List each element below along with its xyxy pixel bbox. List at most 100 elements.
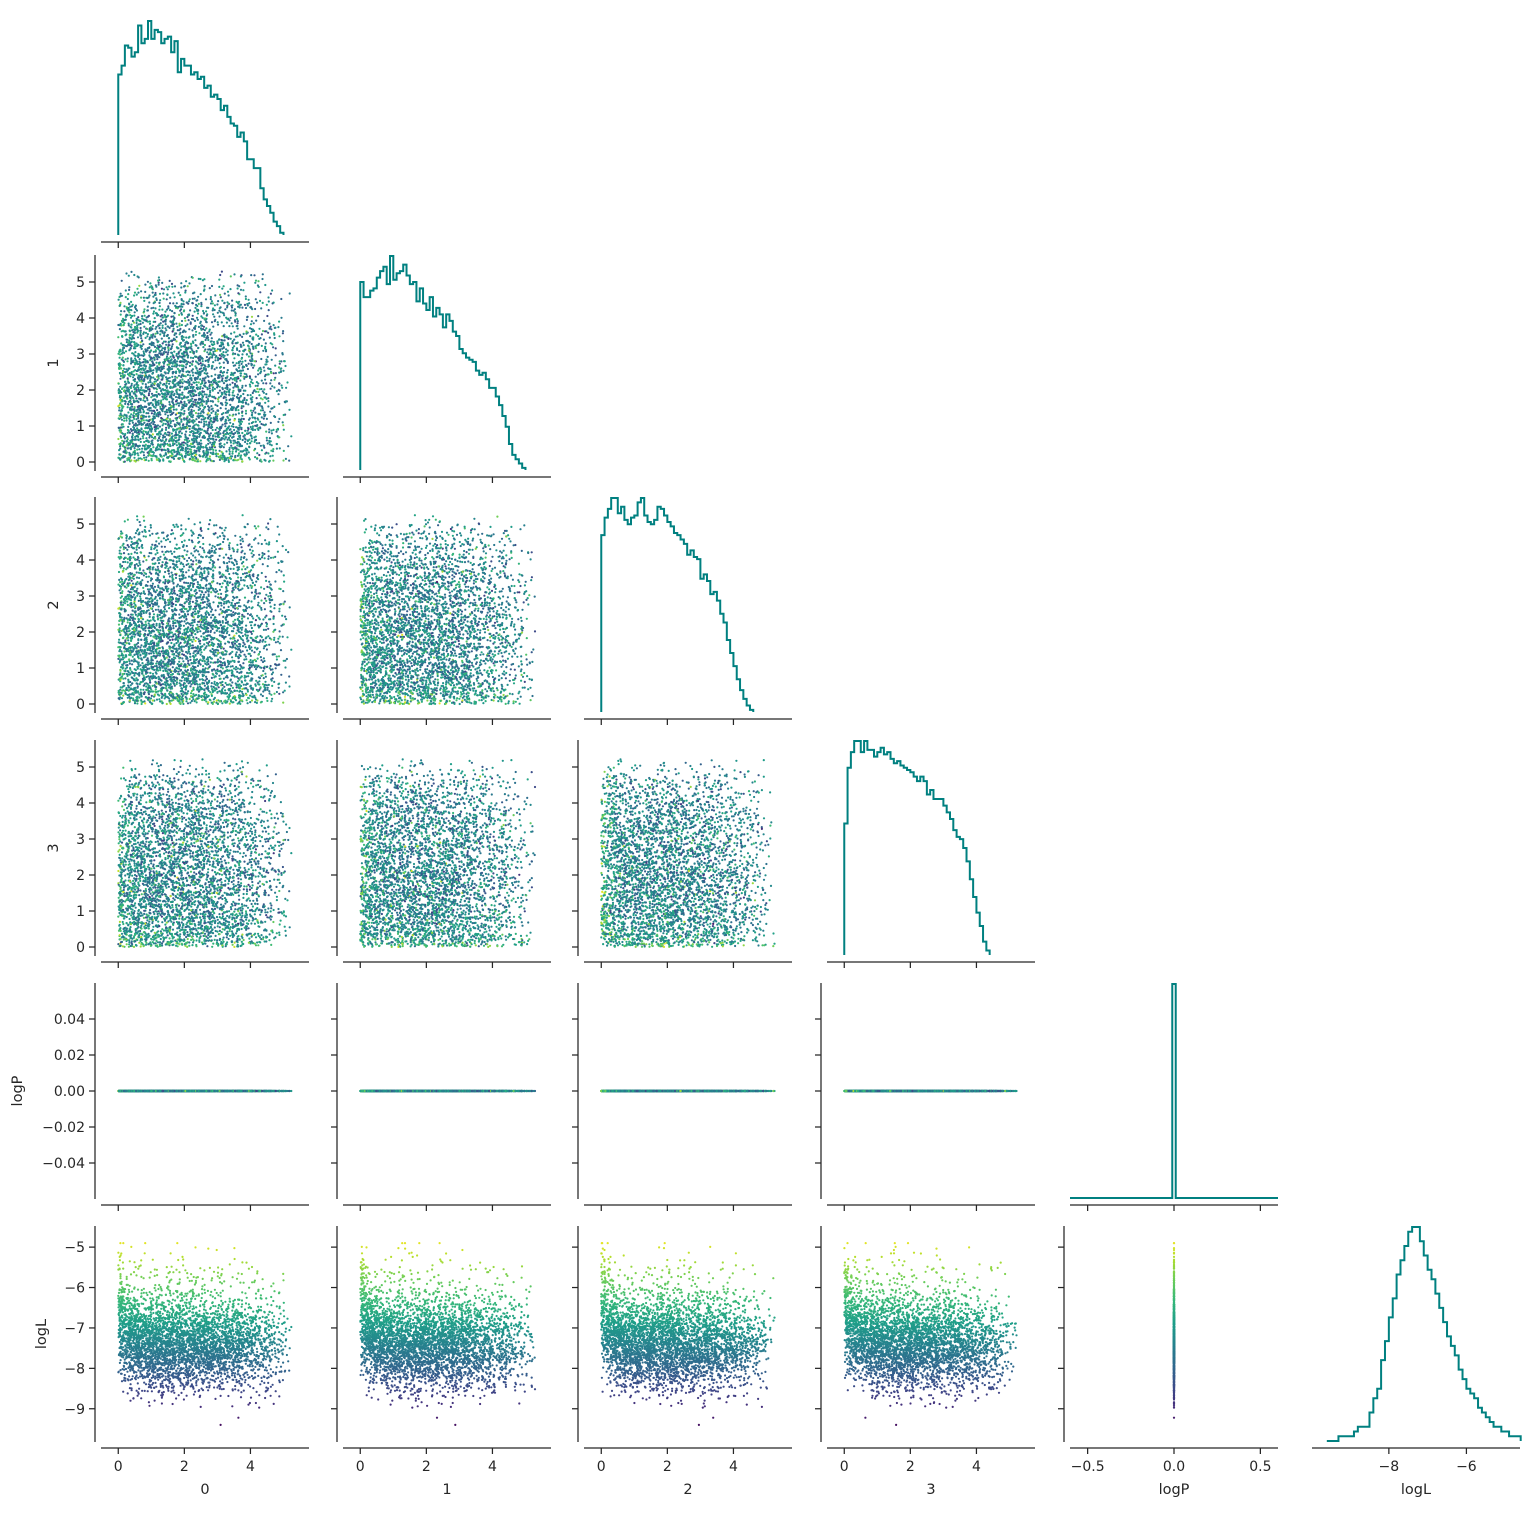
scatter-point [248, 363, 250, 365]
scatter-point [131, 396, 133, 398]
scatter-point [251, 401, 253, 403]
scatter-point [225, 399, 227, 401]
scatter-point [202, 346, 204, 348]
scatter-point [251, 316, 253, 318]
scatter-point [259, 337, 261, 339]
scatter-point [221, 271, 223, 273]
scatter-point [259, 421, 261, 423]
scatter-point [173, 338, 175, 340]
scatter-point [119, 302, 121, 304]
scatter-point [161, 338, 163, 340]
scatter-point [262, 350, 264, 352]
scatter-point [145, 412, 147, 414]
scatter-point [219, 429, 221, 431]
scatter-point [241, 307, 243, 309]
scatter-point [283, 414, 285, 416]
scatter-point [223, 382, 225, 384]
scatter-point [257, 429, 259, 431]
scatter-point [237, 284, 239, 286]
scatter-point [141, 372, 143, 374]
scatter-point [260, 358, 262, 360]
scatter-point [140, 386, 142, 388]
scatter-point [179, 365, 181, 367]
scatter-point [224, 308, 226, 310]
scatter-point [230, 377, 232, 379]
scatter-point [215, 429, 217, 431]
scatter-point [155, 333, 157, 335]
histogram-0 [118, 21, 283, 235]
scatter-point [220, 407, 222, 409]
scatter-point [181, 432, 183, 434]
scatter-point [123, 368, 125, 370]
scatter-point [229, 384, 231, 386]
scatter-point [128, 303, 130, 305]
scatter-point [205, 396, 207, 398]
scatter-point [192, 315, 194, 317]
scatter-point [169, 309, 171, 311]
scatter-point [220, 395, 222, 397]
scatter-point [214, 435, 216, 437]
scatter-point [272, 455, 274, 457]
scatter-point [194, 298, 196, 300]
scatter-point [127, 293, 129, 295]
scatter-point [147, 361, 149, 363]
scatter-point [257, 417, 259, 419]
scatter-point [117, 438, 119, 440]
scatter-point [225, 420, 227, 422]
scatter-point [154, 346, 156, 348]
scatter-point [194, 339, 196, 341]
scatter-point [261, 380, 263, 382]
scatter-point [194, 454, 196, 456]
scatter-point [254, 282, 256, 284]
scatter-point [191, 318, 193, 320]
scatter-point [214, 368, 216, 370]
scatter-point [120, 293, 122, 295]
scatter-point [172, 292, 174, 294]
y-tick-label: 4 [76, 311, 85, 327]
scatter-point [241, 418, 243, 420]
scatter-point [174, 364, 176, 366]
scatter-point [251, 412, 253, 414]
scatter-point [237, 438, 239, 440]
scatter-point [149, 282, 151, 284]
scatter-point [143, 454, 145, 456]
scatter-point [257, 373, 259, 375]
scatter-point [250, 323, 252, 325]
scatter-point [188, 282, 190, 284]
scatter-point [127, 411, 129, 413]
scatter-point [211, 375, 213, 377]
scatter-point [216, 367, 218, 369]
scatter-point [234, 372, 236, 374]
scatter-point [270, 372, 272, 374]
scatter-point [199, 368, 201, 370]
scatter-point [244, 304, 246, 306]
scatter-point [162, 458, 164, 460]
scatter-point [180, 421, 182, 423]
scatter-point [226, 391, 228, 393]
scatter-point [154, 335, 156, 337]
scatter-point [267, 405, 269, 407]
scatter-point [155, 404, 157, 406]
scatter-point [223, 446, 225, 448]
scatter-point [217, 392, 219, 394]
scatter-point [156, 358, 158, 360]
scatter-point [127, 406, 129, 408]
scatter-point [228, 394, 230, 396]
scatter-point [194, 399, 196, 401]
scatter-point [136, 294, 138, 296]
scatter-point [273, 406, 275, 408]
scatter-point [134, 378, 136, 380]
scatter-point [204, 393, 206, 395]
scatter-point [122, 433, 124, 435]
scatter-point [133, 457, 135, 459]
scatter-point [184, 455, 186, 457]
scatter-point [251, 440, 253, 442]
scatter-point [197, 296, 199, 298]
scatter-point [128, 289, 130, 291]
scatter-point [260, 409, 262, 411]
scatter-point [147, 306, 149, 308]
scatter-point [207, 339, 209, 341]
scatter-point [182, 423, 184, 425]
scatter-point [257, 351, 259, 353]
